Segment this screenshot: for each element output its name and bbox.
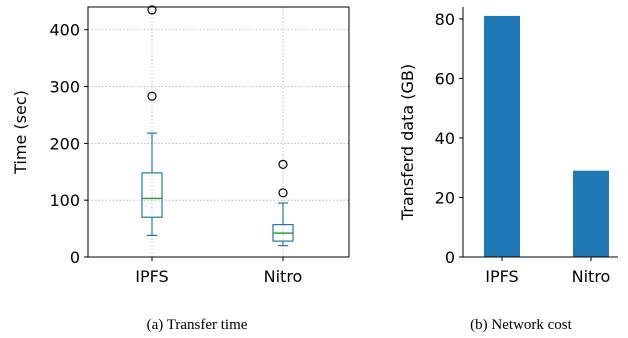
bar-nitro [573, 170, 609, 257]
y-tick-label: 80 [435, 10, 455, 29]
y-tick-label: 100 [49, 191, 80, 210]
caption-a: (a) Transfer time [147, 317, 248, 333]
outlier-point [278, 188, 288, 198]
x-tick-label: IPFS [485, 267, 518, 286]
y-tick-label: 40 [435, 129, 455, 148]
x-tick-label: Nitro [264, 267, 303, 286]
y-tick-label: 400 [49, 21, 80, 40]
x-tick-label: Nitro [572, 267, 611, 286]
outlier-point [278, 159, 288, 169]
y-tick-label: 0 [445, 248, 455, 267]
y-axis-label-a: Time (sec) [11, 90, 30, 175]
bar-ipfs [484, 15, 520, 257]
box-ipfs [141, 5, 163, 237]
plot-frame-a [87, 6, 350, 258]
y-tick-label: 60 [435, 69, 455, 88]
outlier-point [147, 5, 157, 15]
transfer-time-boxplot: 0 100 200 300 400 IPFS Nitro Time (sec) (a) T… [11, 5, 350, 333]
box-nitro [272, 159, 294, 247]
y-tick-label: 200 [49, 134, 80, 153]
y-tick-label: 20 [435, 188, 455, 207]
outlier-point [147, 91, 157, 101]
caption-b: (b) Network cost [470, 317, 572, 333]
y-axis-label-b: Transferd data (GB) [398, 64, 417, 221]
x-tick-label: IPFS [135, 267, 168, 286]
y-tick-label: 0 [70, 248, 80, 267]
y-tick-label: 300 [49, 78, 80, 97]
iqr-box [141, 172, 163, 218]
